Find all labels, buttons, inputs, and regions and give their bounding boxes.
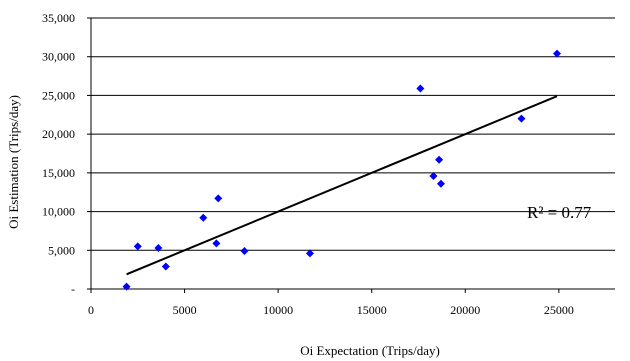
data-point bbox=[429, 171, 438, 180]
tick-labels: - 5,000 10,000 15,000 20,000 25,000 30,000 35,0… bbox=[42, 11, 574, 317]
y-tick-label: 35,000 bbox=[42, 11, 75, 25]
data-point bbox=[199, 213, 208, 222]
data-point bbox=[161, 262, 170, 271]
data-point bbox=[435, 155, 444, 164]
trendline-group bbox=[126, 95, 558, 276]
y-tick-label: 15,000 bbox=[42, 166, 75, 180]
data-point bbox=[133, 242, 142, 251]
y-tick-label: 20,000 bbox=[42, 127, 75, 141]
data-point bbox=[305, 249, 314, 258]
data-point bbox=[240, 247, 249, 256]
x-tick-label: 0 bbox=[88, 303, 94, 317]
data-point bbox=[214, 194, 223, 203]
x-tick-label: 10000 bbox=[263, 303, 293, 317]
axes bbox=[87, 17, 615, 293]
data-point bbox=[122, 282, 131, 291]
y-tick-label: - bbox=[71, 282, 75, 296]
x-tick-label: 25000 bbox=[544, 303, 574, 317]
y-axis-title: Oi Estimation (Trips/day) bbox=[6, 95, 21, 229]
data-point bbox=[517, 114, 526, 123]
data-point bbox=[552, 49, 561, 58]
y-tick-label: 5,000 bbox=[48, 243, 75, 257]
data-point bbox=[154, 243, 163, 252]
y-tick-label: 10,000 bbox=[42, 205, 75, 219]
y-tick-label: 25,000 bbox=[42, 88, 75, 102]
trendline bbox=[126, 95, 558, 276]
x-axis-title: Oi Expectation (Trips/day) bbox=[300, 343, 440, 358]
data-point bbox=[212, 239, 221, 248]
r-squared-annotation: R² = 0.77 bbox=[527, 203, 592, 222]
gridlines bbox=[91, 17, 615, 251]
data-points bbox=[122, 49, 561, 291]
x-tick-label: 15000 bbox=[357, 303, 387, 317]
x-tick-label: 20000 bbox=[450, 303, 480, 317]
data-point bbox=[416, 84, 425, 93]
x-tick-label: 5000 bbox=[173, 303, 197, 317]
data-point bbox=[436, 179, 445, 188]
y-tick-label: 30,000 bbox=[42, 50, 75, 64]
